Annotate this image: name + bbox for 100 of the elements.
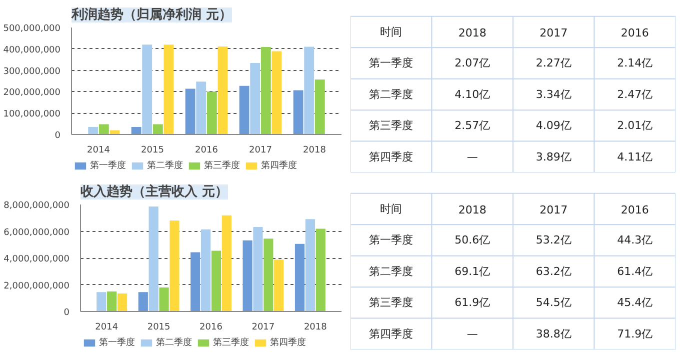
bar (98, 124, 109, 134)
text: 38.8亿 (536, 327, 572, 340)
x-tick-label: 2017 (249, 146, 272, 156)
bar (222, 215, 232, 312)
bar (305, 219, 315, 312)
bar (294, 244, 305, 312)
bar (206, 91, 217, 134)
legend-label: 第二季度 (156, 336, 192, 349)
y-tick-label: 200,000,000 (3, 88, 61, 98)
text: 3.89亿 (536, 150, 572, 164)
text: — (466, 327, 478, 340)
text: 4.09亿 (536, 119, 572, 132)
category-label: 第二季度 (369, 88, 414, 101)
bar (148, 206, 158, 312)
legend-label: 第一季度 (90, 160, 126, 172)
y-tick-label: 300,000,000 (3, 66, 61, 77)
y-tick-label: 4,000,000,000 (4, 254, 70, 264)
text: 2.57亿 (454, 119, 490, 132)
bar (110, 130, 120, 134)
category-label: 第二季度 (369, 264, 414, 278)
bar (239, 86, 250, 134)
y-tick-label: 2,000,000,000 (4, 281, 70, 292)
text: 4.11亿 (617, 150, 653, 164)
y-tick-label: 400,000,000 (3, 45, 61, 56)
y-tick-label: 500,000,000 (3, 24, 61, 34)
bar (260, 46, 271, 134)
category-label: 2017 (540, 204, 568, 217)
bar (196, 82, 206, 134)
bar (250, 63, 260, 134)
bar (117, 293, 128, 312)
category-label: 第一季度 (369, 234, 414, 247)
legend-label: 第四季度 (261, 160, 297, 172)
x-tick-label: 2017 (252, 322, 275, 332)
category-label: 2016 (620, 26, 649, 40)
x-tick-label: 2015 (147, 322, 170, 332)
x-tick-label: 2014 (95, 322, 118, 332)
text: 61.4亿 (617, 264, 653, 278)
text: 44.3亿 (617, 234, 653, 247)
text: 53.2亿 (536, 234, 572, 247)
bar (264, 238, 274, 312)
bar (185, 88, 196, 134)
bar (107, 291, 117, 312)
category-label: 2016 (620, 204, 649, 217)
category-label: 时间 (380, 26, 402, 39)
y-tick-label: 0 (64, 308, 70, 318)
category-label: 时间 (380, 202, 402, 216)
category-label: 2018 (458, 204, 486, 217)
text: 3.34亿 (536, 88, 572, 101)
x-tick-label: 2018 (304, 322, 328, 332)
bar (159, 287, 169, 312)
text: 4.10亿 (454, 88, 490, 101)
category-label: 2017 (540, 26, 568, 40)
text: 69.1亿 (454, 264, 490, 278)
bar (88, 127, 98, 134)
y-tick-label: 100,000,000 (3, 110, 61, 120)
text: 2.01亿 (617, 119, 653, 132)
text: 71.9亿 (617, 327, 653, 340)
x-tick-label: 2016 (195, 146, 218, 156)
legend-label: 第三季度 (204, 160, 240, 172)
bar (218, 46, 228, 134)
category-label: 第三季度 (369, 296, 414, 310)
bar (242, 240, 252, 312)
bar (272, 51, 282, 134)
bar (211, 250, 222, 312)
text: 50.6亿 (454, 234, 490, 247)
text: 2.47亿 (617, 88, 653, 101)
legend-label: 第三季度 (213, 336, 249, 349)
bar (170, 220, 180, 312)
x-tick-label: 2018 (303, 146, 326, 156)
legend-label: 第四季度 (270, 336, 306, 349)
bar (253, 226, 263, 312)
category-label: 第四季度 (369, 150, 414, 164)
y-tick-label: 8,000,000,000 (4, 201, 70, 211)
x-tick-label: 2016 (200, 322, 223, 332)
bar (314, 80, 325, 134)
text: 2.27亿 (536, 56, 572, 70)
text: 61.9亿 (454, 296, 490, 310)
x-tick-label: 2015 (141, 146, 164, 156)
bar (138, 292, 148, 312)
bar (316, 228, 326, 312)
bar (96, 292, 106, 312)
category-label: 2018 (458, 26, 486, 40)
text: — (466, 150, 478, 164)
category-label: 第一季度 (369, 56, 414, 70)
y-tick-label: 6,000,000,000 (4, 228, 70, 238)
bar (131, 127, 142, 134)
bar (152, 124, 163, 134)
bar (274, 260, 284, 312)
legend-label: 第一季度 (99, 336, 135, 349)
chart-title: 收入趋势（主营收入 元） (80, 184, 228, 200)
legend-label: 第二季度 (147, 160, 183, 172)
bar (293, 90, 304, 134)
chart-title: 利润趋势（归属净利润 元） (70, 6, 232, 22)
x-tick-label: 2014 (87, 146, 110, 156)
text: 2.14亿 (617, 56, 653, 70)
text: 63.2亿 (536, 264, 572, 278)
bar (200, 229, 211, 312)
y-tick-label: 0 (54, 131, 61, 141)
text: 45.4亿 (617, 296, 653, 310)
bar (164, 44, 174, 134)
